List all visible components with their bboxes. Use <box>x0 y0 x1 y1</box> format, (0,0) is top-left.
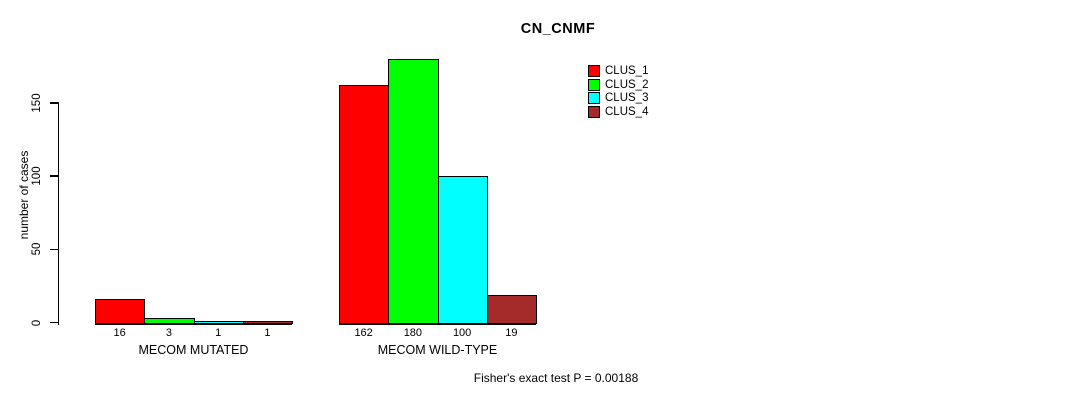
bar-value-label: 1 <box>264 327 271 339</box>
bar <box>437 176 488 324</box>
legend-label: CLUS_3 <box>605 92 649 105</box>
annotation-text: Fisher's exact test P = 0.00188 <box>473 371 639 385</box>
bar <box>339 85 390 324</box>
group-label: MECOM WILD-TYPE <box>377 343 498 357</box>
y-tick <box>49 248 58 251</box>
legend-label: CLUS_1 <box>605 65 649 77</box>
bar <box>193 321 244 324</box>
bar-value-label: 162 <box>354 327 373 339</box>
y-axis-label: number of cases <box>17 150 31 240</box>
bar-value-label: 16 <box>113 327 126 339</box>
y-tick <box>49 175 58 177</box>
bar-value-label: 100 <box>452 327 472 339</box>
y-tick-label: 100 <box>31 166 43 186</box>
legend-swatch <box>588 105 600 118</box>
y-tick-label: 50 <box>31 242 43 256</box>
legend-swatch <box>588 92 600 105</box>
chart-title: CN_CNMF <box>520 21 596 37</box>
bar-value-label: 180 <box>403 327 423 339</box>
bar-value-label: 19 <box>505 327 518 339</box>
bar <box>486 294 537 324</box>
bar <box>144 318 195 324</box>
y-tick <box>49 102 58 104</box>
bar <box>388 59 439 324</box>
legend-swatch <box>588 78 600 91</box>
bar <box>95 299 146 324</box>
legend-label: CLUS_2 <box>605 78 649 91</box>
legend-swatch <box>588 65 600 77</box>
y-axis-line <box>57 102 59 325</box>
y-tick-label: 150 <box>31 93 43 113</box>
bar-value-label: 3 <box>165 327 172 339</box>
legend-label: CLUS_4 <box>605 105 649 118</box>
y-tick-label: 0 <box>31 319 43 326</box>
bar <box>242 321 293 324</box>
group-label: MECOM MUTATED <box>138 343 249 357</box>
y-tick <box>49 321 58 324</box>
bar-value-label: 1 <box>215 327 222 339</box>
